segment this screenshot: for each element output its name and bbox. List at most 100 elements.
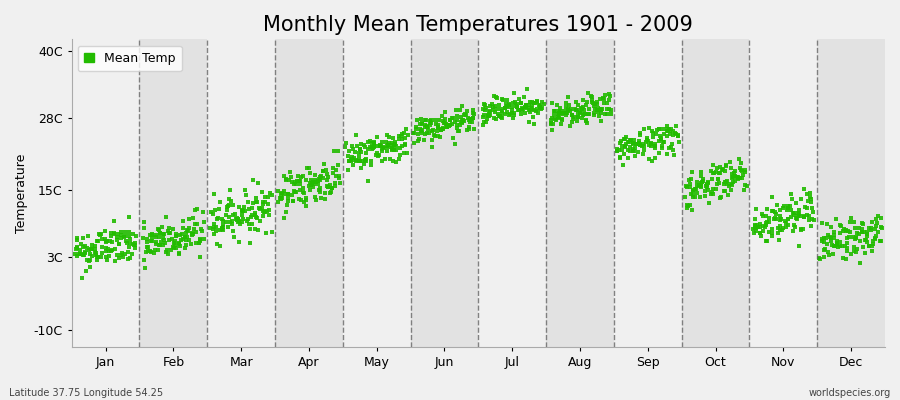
- Mean Temp: [140, 249, 154, 256]
- Mean Temp: [662, 145, 676, 151]
- Mean Temp: [850, 230, 864, 236]
- Mean Temp: [88, 250, 103, 257]
- Mean Temp: [148, 232, 163, 238]
- Mean Temp: [220, 202, 235, 209]
- Mean Temp: [800, 198, 814, 204]
- Mean Temp: [372, 152, 386, 158]
- Mean Temp: [292, 178, 306, 184]
- Mean Temp: [689, 190, 704, 197]
- Mean Temp: [560, 109, 574, 116]
- Mean Temp: [346, 162, 360, 168]
- Mean Temp: [724, 180, 738, 187]
- Mean Temp: [790, 212, 805, 219]
- Mean Temp: [192, 240, 206, 246]
- Mean Temp: [222, 196, 237, 202]
- Mean Temp: [875, 225, 889, 231]
- Mean Temp: [626, 140, 640, 146]
- Mean Temp: [630, 149, 644, 155]
- Mean Temp: [787, 222, 801, 228]
- Mean Temp: [509, 104, 524, 110]
- Mean Temp: [728, 178, 742, 184]
- Mean Temp: [572, 109, 587, 115]
- Mean Temp: [104, 233, 118, 240]
- Mean Temp: [308, 194, 322, 200]
- Mean Temp: [615, 142, 629, 149]
- Mean Temp: [681, 202, 696, 209]
- Mean Temp: [699, 183, 714, 190]
- Mean Temp: [623, 148, 637, 154]
- Mean Temp: [212, 199, 227, 205]
- Mean Temp: [657, 131, 671, 137]
- Mean Temp: [776, 225, 790, 231]
- Mean Temp: [634, 143, 649, 150]
- Mean Temp: [68, 251, 82, 257]
- Mean Temp: [648, 154, 662, 161]
- Y-axis label: Temperature: Temperature: [15, 154, 28, 233]
- Mean Temp: [552, 114, 566, 121]
- Mean Temp: [320, 183, 334, 190]
- Mean Temp: [380, 148, 394, 154]
- Mean Temp: [122, 232, 136, 239]
- Mean Temp: [761, 219, 776, 225]
- Mean Temp: [87, 246, 102, 252]
- Mean Temp: [436, 125, 451, 132]
- Mean Temp: [293, 196, 308, 203]
- Mean Temp: [559, 110, 573, 116]
- Mean Temp: [714, 194, 728, 200]
- Mean Temp: [447, 140, 462, 147]
- Mean Temp: [215, 225, 230, 231]
- Mean Temp: [864, 224, 878, 231]
- Mean Temp: [830, 241, 844, 247]
- Mean Temp: [756, 222, 770, 229]
- Mean Temp: [370, 134, 384, 140]
- Mean Temp: [72, 250, 86, 257]
- Mean Temp: [598, 111, 612, 118]
- Mean Temp: [594, 118, 608, 124]
- Mean Temp: [571, 114, 585, 121]
- Mean Temp: [545, 121, 560, 128]
- Mean Temp: [80, 233, 94, 239]
- Mean Temp: [212, 243, 227, 250]
- Mean Temp: [81, 247, 95, 254]
- Mean Temp: [718, 163, 733, 169]
- Mean Temp: [357, 156, 372, 163]
- Mean Temp: [424, 120, 438, 126]
- Mean Temp: [839, 227, 853, 233]
- Mean Temp: [407, 130, 421, 136]
- Mean Temp: [407, 140, 421, 146]
- Mean Temp: [259, 230, 274, 236]
- Mean Temp: [597, 96, 611, 102]
- Mean Temp: [476, 118, 491, 125]
- Mean Temp: [768, 209, 782, 216]
- Mean Temp: [98, 239, 112, 245]
- Mean Temp: [847, 248, 861, 254]
- Mean Temp: [220, 207, 234, 213]
- Mean Temp: [212, 206, 226, 212]
- Mean Temp: [775, 227, 789, 233]
- Mean Temp: [310, 179, 324, 186]
- Mean Temp: [554, 121, 568, 127]
- Mean Temp: [854, 229, 868, 235]
- Mean Temp: [490, 106, 504, 112]
- Mean Temp: [174, 237, 188, 243]
- Mean Temp: [773, 226, 788, 233]
- Mean Temp: [781, 216, 796, 222]
- Mean Temp: [759, 219, 773, 226]
- Mean Temp: [271, 188, 285, 194]
- Mean Temp: [144, 249, 158, 256]
- Mean Temp: [476, 101, 491, 108]
- Mean Temp: [221, 224, 236, 230]
- Mean Temp: [122, 244, 136, 250]
- Mean Temp: [535, 105, 549, 111]
- Mean Temp: [621, 155, 635, 162]
- Mean Temp: [255, 205, 269, 211]
- Mean Temp: [724, 165, 738, 172]
- Mean Temp: [144, 238, 158, 244]
- Mean Temp: [338, 140, 353, 146]
- Mean Temp: [847, 219, 861, 225]
- Mean Temp: [570, 118, 584, 124]
- Mean Temp: [689, 186, 704, 192]
- Mean Temp: [175, 231, 189, 237]
- Mean Temp: [772, 206, 787, 213]
- Mean Temp: [587, 112, 601, 118]
